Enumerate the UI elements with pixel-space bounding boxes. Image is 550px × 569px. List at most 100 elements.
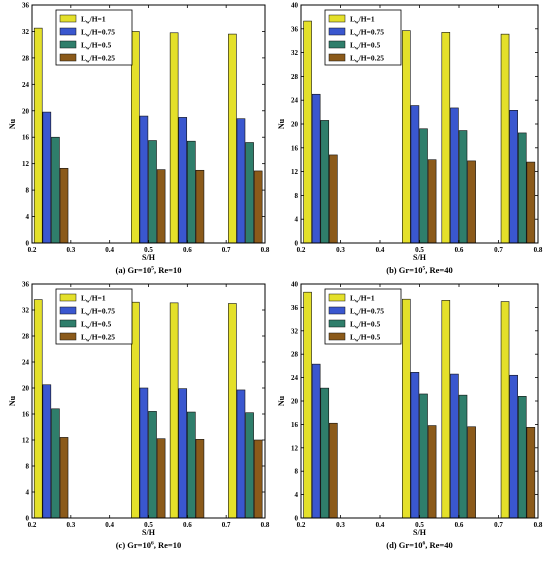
legend-series-name: /H=0.75 <box>358 307 385 316</box>
x-tick-label: 0.3 <box>336 246 345 254</box>
x-tick-label: 0.3 <box>66 246 75 254</box>
bar-s3-x1 <box>320 387 330 519</box>
y-tick-label: 36 <box>291 25 299 33</box>
x-tick-label: 0.7 <box>494 521 503 529</box>
legend-series-name: /H=0.75 <box>89 28 116 37</box>
y-tick-label: 8 <box>26 463 30 471</box>
x-tick-label: 0.2 <box>28 246 37 254</box>
legend-series-name: /H=1 <box>358 15 375 24</box>
y-tick-label: 32 <box>22 28 30 36</box>
x-tick-label: 0.8 <box>534 521 543 529</box>
bar-s2-x1 <box>42 111 52 244</box>
x-tick-label: 0.7 <box>222 521 231 529</box>
bar-s3-x3 <box>458 130 468 244</box>
legend-series-name: /H=0.75 <box>89 307 116 316</box>
y-tick-label: 40 <box>291 2 299 10</box>
legend-prefix: L <box>81 294 86 303</box>
legend-prefix: L <box>81 307 86 316</box>
bar-s1-x4 <box>500 33 510 244</box>
y-tick-label: 28 <box>291 73 299 81</box>
bar-s2-x3 <box>450 107 459 244</box>
legend-prefix: L <box>350 28 355 37</box>
y-tick-label: 32 <box>291 327 299 335</box>
y-tick-label: 12 <box>22 160 30 168</box>
bar-s4-x1 <box>329 422 338 519</box>
x-axis-label: S/H <box>413 528 427 537</box>
panel-caption: (a) Gr=105, Re=10 <box>115 265 181 275</box>
legend-prefix: L <box>350 320 355 329</box>
x-tick-label: 0.4 <box>105 521 114 529</box>
y-tick-label: 28 <box>22 54 30 62</box>
legend-series-name: /H=0.75 <box>358 28 385 37</box>
y-tick-label: 16 <box>22 134 30 142</box>
legend-label-3: Lw/H=0.5 <box>350 41 380 52</box>
chart-panel-4: 0 4 8 12 16 20 24 28 32 36 40 0.2 0.3 0.4 0.5 0.6 0.7 0.8… <box>277 281 543 551</box>
legend-swatch-1 <box>328 14 346 23</box>
bar-s2-x3 <box>178 388 188 519</box>
bar-s2-x3 <box>178 117 188 244</box>
legend-series-name: /H=0.5 <box>89 320 112 329</box>
legend-prefix: L <box>81 320 86 329</box>
bar-s1-x2 <box>131 301 140 519</box>
bar-s1-x4 <box>228 33 237 244</box>
x-axis-label: S/H <box>142 253 156 262</box>
bar-s2-x4 <box>236 389 246 519</box>
legend-swatch-3 <box>59 319 77 328</box>
y-tick-label: 0 <box>295 240 299 248</box>
bar-s1-x3 <box>169 302 179 519</box>
y-axis-label: Nu <box>277 118 286 129</box>
bar-s2-x1 <box>311 93 321 244</box>
x-tick-label: 0.8 <box>261 246 270 254</box>
caption-main: (c) Gr=10 <box>116 540 151 550</box>
caption-exponent: 5 <box>422 266 425 272</box>
bar-s1-x1 <box>303 20 312 244</box>
legend-label-4: Lw/H=0.25 <box>81 333 115 344</box>
legend-swatch-4 <box>59 332 77 341</box>
x-tick-label: 0.6 <box>455 521 464 529</box>
y-tick-label: 12 <box>291 444 299 452</box>
bar-s2-x2 <box>410 372 420 519</box>
x-axis-label: S/H <box>142 528 156 537</box>
legend-label-1: Lw/H=1 <box>350 15 375 26</box>
bar-s2-x2 <box>139 387 149 519</box>
legend-label-1: Lw/H=1 <box>350 294 375 305</box>
bar-s1-x3 <box>441 32 451 244</box>
bar-s3-x3 <box>458 394 468 519</box>
legend-series-name: /H=0.25 <box>358 54 385 63</box>
legend-series-name: /H=0.25 <box>89 54 116 63</box>
legend-prefix: L <box>81 41 86 50</box>
bar-s4-x2 <box>156 169 166 244</box>
bar-s4-x1 <box>59 167 69 244</box>
legend-series-name: /H=0.5 <box>358 41 381 50</box>
caption-rest: , Re=10 <box>154 540 182 550</box>
bar-s4-x2 <box>427 159 437 244</box>
bar-s4-x2 <box>427 425 437 519</box>
bar-s3-x4 <box>517 132 527 244</box>
y-tick-label: 12 <box>291 168 299 176</box>
x-axis-label: S/H <box>413 253 427 262</box>
legend-sub: w <box>86 34 90 39</box>
x-tick-label: 0.3 <box>336 521 345 529</box>
bar-s3-x2 <box>148 140 157 244</box>
legend-prefix: L <box>350 307 355 316</box>
bar-s4-x1 <box>329 154 338 244</box>
legend-sub: w <box>86 339 90 344</box>
legend-label-2: Lw/H=0.75 <box>81 28 115 39</box>
y-tick-label: 12 <box>22 437 30 445</box>
chart-panel-1: 0 4 8 12 16 20 24 28 32 36 0.2 0.3 0.4 0.5 0.6 0.7 0.8 S/… <box>8 2 270 276</box>
y-tick-label: 4 <box>295 491 299 499</box>
bar-s2-x2 <box>139 115 149 244</box>
legend-series-name: /H=0.5 <box>358 333 381 342</box>
legend-sub: w <box>355 313 359 318</box>
legend-swatch-1 <box>59 293 77 302</box>
legend-sub: w <box>355 339 359 344</box>
legend-series-name: /H=1 <box>358 294 375 303</box>
legend-label-1: Lw/H=1 <box>81 15 106 26</box>
legend-label-4: Lw/H=0.25 <box>350 54 384 65</box>
y-tick-label: 36 <box>22 2 30 10</box>
legend-label-2: Lw/H=0.75 <box>350 28 384 39</box>
caption-exponent: 6 <box>422 541 425 547</box>
chart-panel-3: 0 4 8 12 16 20 24 28 32 36 0.2 0.3 0.4 0.5 0.6 0.7 0.8 S/… <box>8 281 270 551</box>
bar-s2-x1 <box>42 384 52 519</box>
bar-s3-x2 <box>419 128 428 244</box>
